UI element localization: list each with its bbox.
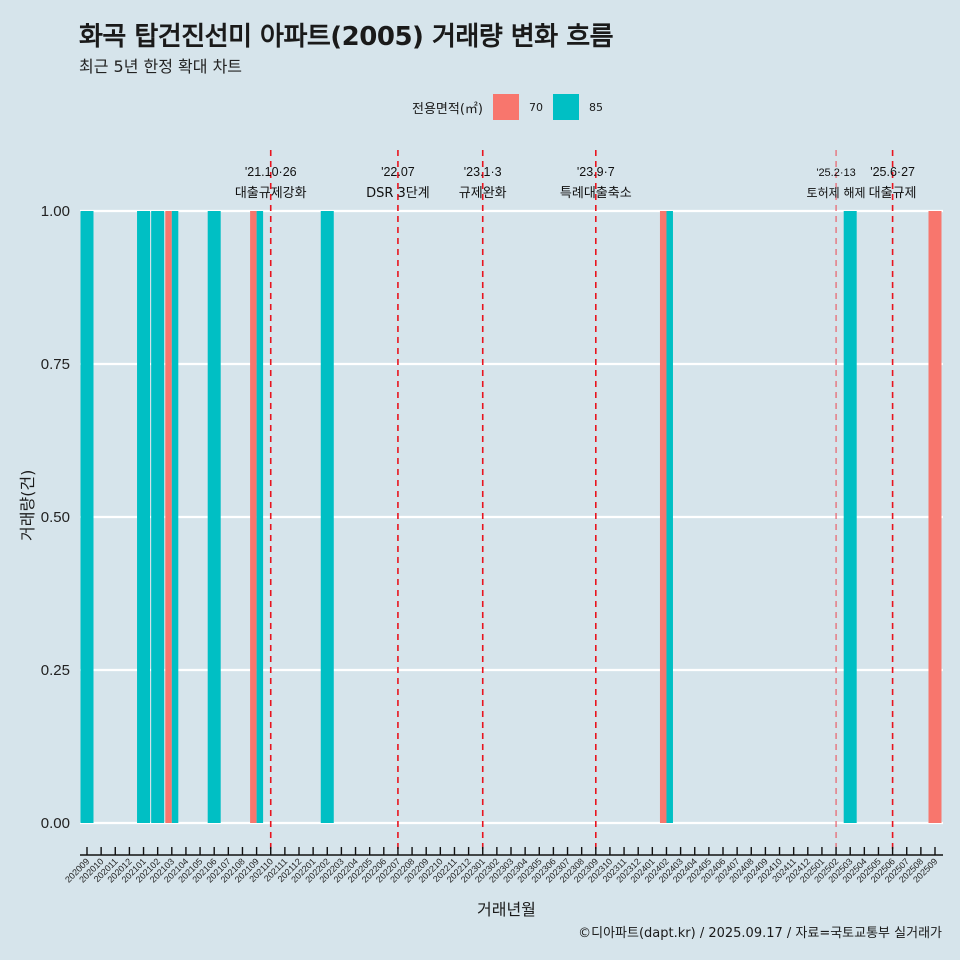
bar-85-202102 [151, 211, 165, 823]
y-tick-label: 0.50 [41, 509, 70, 526]
y-tick-label: 0.25 [41, 662, 70, 679]
bar-85-202109 [256, 211, 264, 823]
source-caption: ©디아파트(dapt.kr) / 2025.09.17 / 자료=국토교통부 실… [578, 926, 942, 941]
event-text-label: 토허제 해제 [807, 186, 866, 200]
bar-85-202101 [137, 211, 151, 823]
bar-70-202509 [928, 211, 942, 823]
y-tick-label: 0.75 [41, 356, 70, 373]
event-date-label: '23.9·7 [577, 165, 615, 179]
event-date-label: '25.6·27 [870, 165, 915, 179]
legend-title: 전용면적(㎡) [412, 101, 483, 117]
legend-swatch-85 [552, 94, 579, 120]
event-date-label: '23.1·3 [464, 165, 502, 179]
bar-70-202402 [659, 211, 667, 823]
legend-swatch-70 [492, 94, 519, 120]
event-date-label: '22.07 [381, 165, 415, 179]
legend-label-70: 70 [528, 100, 543, 114]
event-text-label: 특례대출축소 [560, 186, 632, 201]
event-date-label: '21.10·26 [245, 165, 297, 179]
bar-85-202106 [207, 211, 221, 823]
bar-85-202202 [320, 211, 334, 823]
bar-70-202103 [165, 211, 172, 823]
event-text-label: 규제완화 [459, 186, 507, 201]
bar-85-202402 [666, 211, 673, 823]
bar-70-202109 [250, 211, 257, 823]
x-axis-title: 거래년월 [477, 900, 536, 919]
chart-title: 화곡 탑건진선미 아파트(2005) 거래량 변화 흐름 [79, 22, 614, 52]
event-text-label: DSR 3단계 [366, 186, 430, 201]
event-text-label: 대출규제 [869, 186, 917, 201]
bar-85-202103 [171, 211, 179, 823]
bar-85-202503 [843, 211, 857, 823]
y-tick-label: 1.00 [41, 203, 70, 220]
y-tick-label: 0.00 [41, 815, 70, 832]
chart-subtitle: 최근 5년 한정 확대 차트 [79, 57, 243, 76]
y-axis-title: 거래량(건) [18, 469, 37, 541]
legend: 전용면적(㎡) 70 85 [412, 93, 613, 121]
event-text-label: 대출규제강화 [235, 186, 307, 201]
legend-label-85: 85 [588, 100, 603, 114]
event-date-label: '25.2·13 [816, 167, 855, 179]
bar-85-202009 [80, 211, 94, 823]
